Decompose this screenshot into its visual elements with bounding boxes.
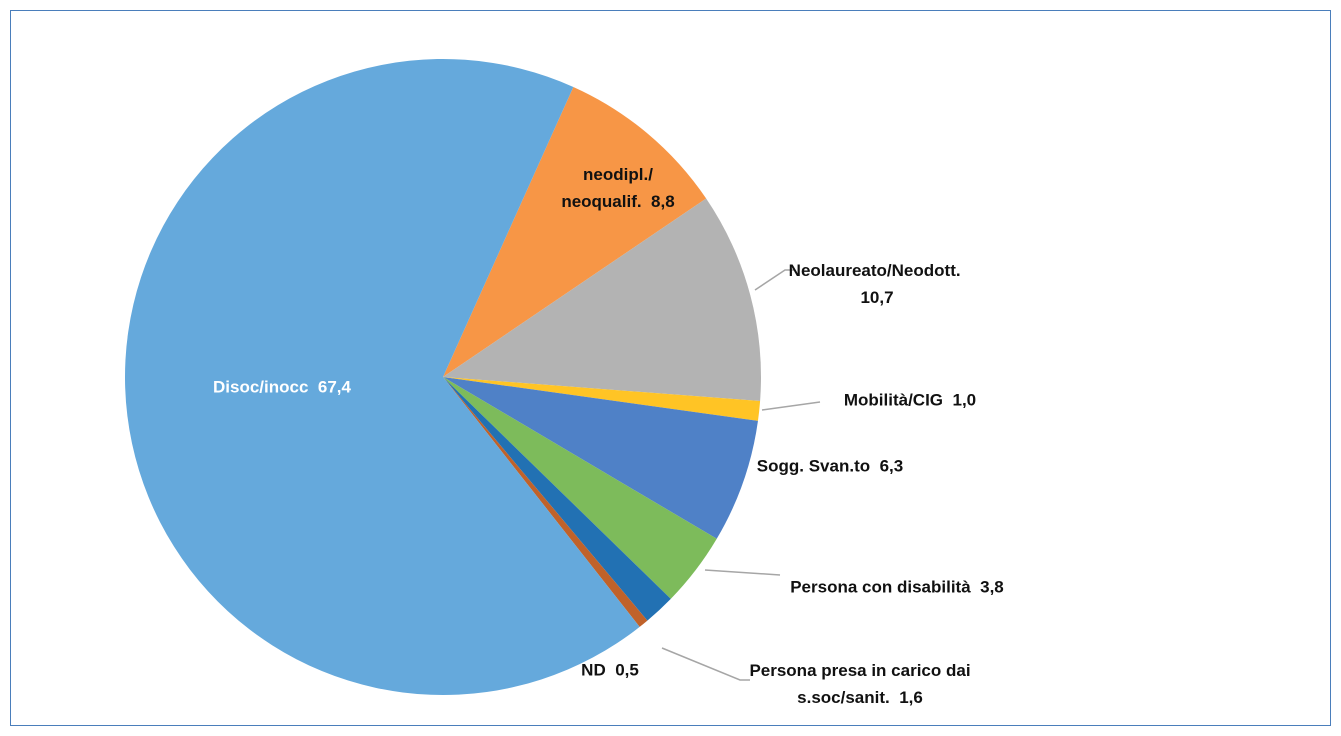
leader-line (704, 569, 781, 576)
value-label: 8,8 (651, 192, 675, 211)
data-label: neodipl./ neoqualif. 8,8 (548, 161, 688, 215)
value-label: 1,0 (952, 390, 977, 410)
value-label: 6,3 (879, 456, 904, 476)
data-label: Disoc/inocc 67,4 (172, 374, 392, 401)
leader-line (661, 647, 750, 681)
category-label: Sogg. Svan.to (756, 456, 871, 476)
category-label: neodipl./ neoqualif. (561, 165, 653, 211)
pie-slice (443, 377, 758, 539)
value-label: 67,4 (317, 377, 351, 397)
category-label: Neolaureato/Neodott. (788, 261, 961, 280)
leader-line (761, 401, 821, 411)
pie-slice (443, 377, 648, 627)
data-label: Sogg. Svan.to 6,3 (730, 453, 930, 480)
value-label: 0,5 (615, 660, 639, 680)
category-label: Persona presa in carico dai s.soc/sanit. (749, 661, 971, 707)
pie-slice (443, 198, 761, 402)
category-label: ND (581, 660, 606, 680)
value-label: 10,7 (860, 288, 894, 307)
category-label: Mobilità/CIG (843, 390, 944, 410)
value-label: 1,6 (899, 688, 923, 707)
leader-line (754, 269, 795, 291)
data-label: ND 0,5 (560, 657, 660, 684)
pie-slice (443, 377, 717, 599)
pie-slice (443, 377, 761, 421)
data-label: Mobilità/CIG 1,0 (800, 387, 1020, 414)
data-label: Neolaureato/Neodott. 10,7 (777, 257, 977, 311)
category-label: Disoc/inocc (213, 377, 309, 397)
data-label: Persona presa in carico dai s.soc/sanit.… (745, 657, 975, 711)
frame (10, 10, 1331, 726)
pie-slice (124, 59, 640, 695)
pie-slice (443, 86, 707, 377)
category-label: Persona con disabilità (790, 577, 971, 597)
pie-slice (443, 377, 671, 621)
value-label: 3,8 (980, 577, 1004, 597)
leader-lines (661, 269, 821, 681)
data-label: Persona con disabilità 3,8 (787, 574, 1007, 601)
